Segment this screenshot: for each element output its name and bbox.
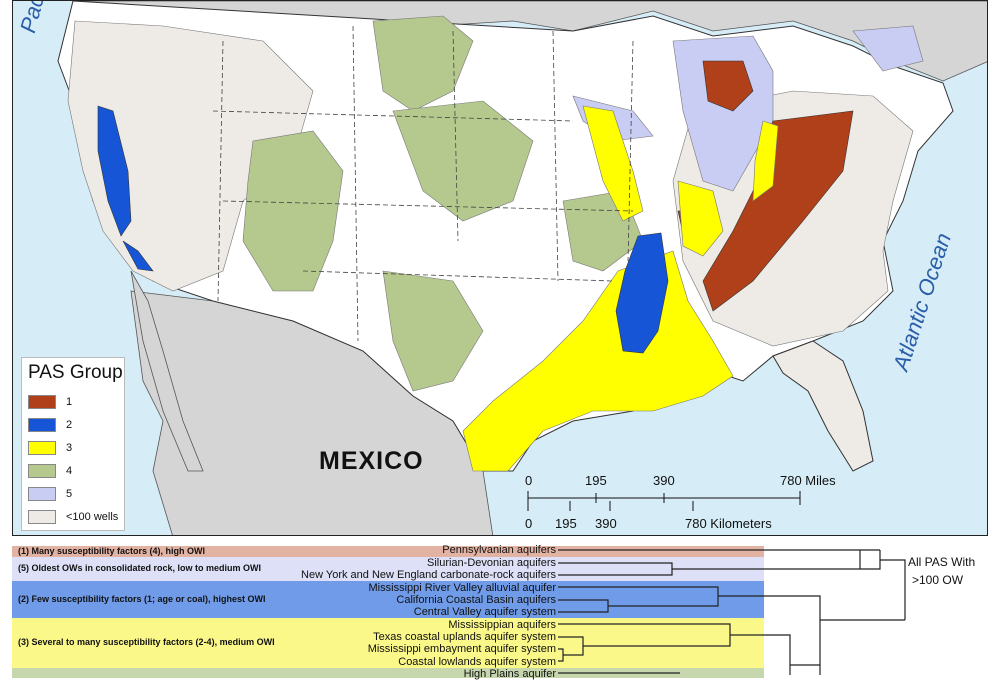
group-band-5 [12, 557, 764, 581]
legend-item: 3 [28, 440, 72, 456]
group3-region [677, 180, 724, 257]
scale-miles-2: 390 [653, 473, 675, 488]
scale-miles-3: 780 Miles [780, 473, 836, 488]
legend-item: 1 [28, 394, 72, 410]
legend-label: <100 wells [66, 511, 119, 523]
scale-bar: 0 195 390 780 Miles 0 195 390 780 Kilome… [525, 471, 845, 533]
root-label-line1: All PAS With [908, 555, 976, 569]
group3-region [462, 250, 734, 472]
aquifer-label: Mississippian aquifers [448, 619, 556, 631]
aquifer-label: New York and New England carbonate-rock … [301, 569, 556, 581]
legend-swatch [28, 395, 56, 409]
group5-region [672, 35, 774, 192]
group1-region [702, 60, 754, 112]
aquifer-label: Mississippi River Valley alluvial aquife… [368, 582, 556, 594]
legend-swatch [28, 464, 56, 478]
mexico-label: MEXICO [319, 447, 424, 475]
root-label-line2: >100 OW [912, 573, 964, 587]
legend-label: 5 [66, 488, 73, 500]
group3-region [752, 120, 779, 202]
group-title: (2) Few susceptibility factors (1; age o… [18, 594, 266, 604]
group-title: (5) Oldest OWs in consolidated rock, low… [18, 563, 262, 573]
group4-region [372, 15, 474, 112]
legend-swatch [28, 441, 56, 455]
legend-swatch [28, 510, 56, 524]
legend-title: PAS Group [28, 362, 123, 383]
legend-label: 2 [66, 419, 73, 431]
group-band-3 [12, 618, 764, 668]
aquifer-label: Mississippi embayment aquifer system [367, 643, 556, 655]
dendrogram-panel: (1) Many susceptibility factors (4), hig… [0, 540, 1000, 680]
root-cluster-label: All PAS With >100 OW [908, 553, 975, 589]
dendrogram-lines [558, 549, 906, 675]
legend-label: 1 [66, 396, 73, 408]
group-title: (1) Many susceptibility factors (4), hig… [18, 546, 206, 556]
aquifer-map: Pacific Atlantic Ocean MEXICO PAS Group … [12, 0, 988, 536]
legend-label: 3 [66, 442, 73, 454]
group2-region [97, 105, 132, 237]
scale-miles-1: 195 [585, 473, 607, 488]
legend-item: <100 wells [28, 509, 118, 525]
group3-region [582, 105, 644, 222]
map-legend: PAS Group 1 2 3 4 5 <100 wells [21, 357, 125, 531]
group4-region [392, 100, 534, 222]
group5-region [852, 25, 924, 72]
map-graphic [57, 1, 987, 535]
scale-km-2: 390 [595, 516, 617, 531]
legend-swatch [28, 487, 56, 501]
group1-region [702, 110, 854, 312]
aquifer-label: Pennsylvanian aquifers [442, 544, 556, 556]
aquifer-label: Texas coastal uplands aquifer system [373, 631, 556, 643]
aquifer-label: California Coastal Basin aquifers [396, 594, 556, 606]
florida-land [772, 340, 874, 472]
legend-label: 4 [66, 465, 73, 477]
group4-region [382, 270, 484, 392]
group-title: (3) Several to many susceptibility facto… [18, 637, 275, 647]
group-band-4 [12, 668, 764, 678]
group4-region [242, 130, 344, 292]
group2-region [615, 232, 669, 354]
scale-km-3: 780 Kilometers [685, 516, 772, 531]
aquifer-label: Coastal lowlands aquifer system [398, 656, 556, 668]
scale-km-1: 195 [555, 516, 577, 531]
scale-km-0: 0 [525, 516, 533, 531]
group-band-1 [12, 546, 764, 557]
legend-swatch [28, 418, 56, 432]
legend-item: 4 [28, 463, 72, 479]
legend-item: 5 [28, 486, 72, 502]
group2-region [122, 240, 154, 272]
state-borders [212, 25, 634, 342]
baja-land [130, 270, 204, 472]
aquifer-label: Central Valley aquifer system [413, 606, 556, 618]
aquifer-label: Silurian-Devonian aquifers [426, 557, 556, 569]
scale-bar-lines [527, 491, 801, 511]
scale-miles-0: 0 [525, 473, 533, 488]
legend-item: 2 [28, 417, 72, 433]
